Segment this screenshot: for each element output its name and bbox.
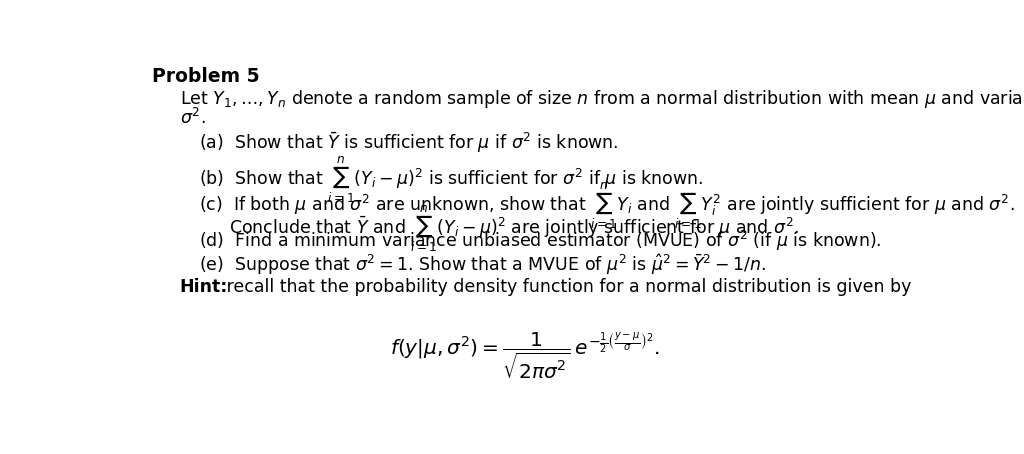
Text: (c)  If both $\mu$ and $\sigma^2$ are unknown, show that $\sum_{i=1}^{n} Y_i$ an: (c) If both $\mu$ and $\sigma^2$ are unk…	[200, 180, 1015, 231]
Text: Let $Y_1,\ldots,Y_n$ denote a random sample of size $n$ from a normal distributi: Let $Y_1,\ldots,Y_n$ denote a random sam…	[179, 88, 1024, 110]
Text: recall that the probability density function for a normal distribution is given : recall that the probability density func…	[221, 278, 911, 296]
Text: (a)  Show that $\bar{Y}$ is sufficient for $\mu$ if $\sigma^2$ is known.: (a) Show that $\bar{Y}$ is sufficient fo…	[200, 131, 618, 155]
Text: (e)  Suppose that $\sigma^2 = 1$. Show that a MVUE of $\mu^2$ is $\hat{\mu}^2 = : (e) Suppose that $\sigma^2 = 1$. Show th…	[200, 253, 767, 277]
Text: (b)  Show that $\sum_{i=1}^{n}(Y_i - \mu)^2$ is sufficient for $\sigma^2$ if $\m: (b) Show that $\sum_{i=1}^{n}(Y_i - \mu)…	[200, 155, 703, 205]
Text: Conclude that $\bar{Y}$ and $\sum_{i=1}^{n}(Y_i - \mu)^2$ are jointly sufficient: Conclude that $\bar{Y}$ and $\sum_{i=1}^…	[228, 204, 799, 254]
Text: $f(y|\mu,\sigma^2) = \dfrac{1}{\sqrt{2\pi\sigma^2}}\, e^{-\frac{1}{2}\left(\frac: $f(y|\mu,\sigma^2) = \dfrac{1}{\sqrt{2\p…	[390, 331, 659, 381]
Text: (d)  Find a minimum variance unbiased estimator (MVUE) of $\sigma^2$ (if $\mu$ i: (d) Find a minimum variance unbiased est…	[200, 228, 882, 253]
Text: $\sigma^2$.: $\sigma^2$.	[179, 108, 205, 128]
Text: Problem 5: Problem 5	[152, 67, 259, 86]
Text: Hint:: Hint:	[179, 278, 228, 296]
